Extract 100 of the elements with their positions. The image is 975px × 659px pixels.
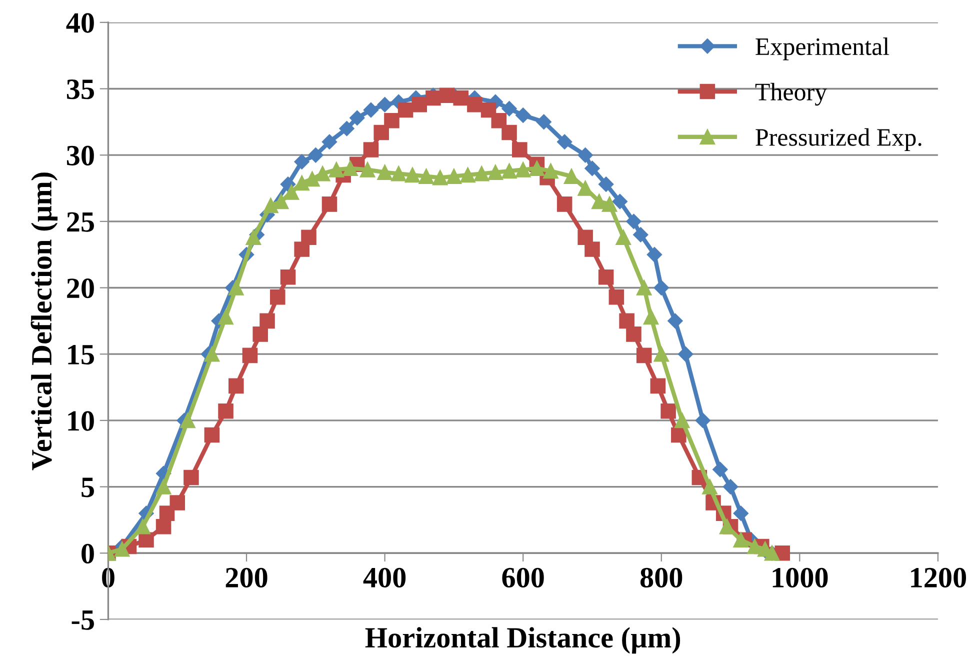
point (616, 230, 631, 245)
point (515, 162, 531, 178)
point (204, 346, 220, 362)
y-tick-label: 40 (66, 13, 94, 33)
point (314, 166, 330, 182)
point (556, 196, 572, 212)
point (502, 101, 517, 116)
point (294, 154, 310, 170)
point (114, 542, 130, 557)
point (654, 280, 669, 296)
point (218, 309, 234, 325)
point (260, 313, 275, 329)
legend-label: Experimental (756, 38, 890, 60)
point (488, 164, 504, 180)
point (633, 227, 648, 242)
point (252, 326, 268, 342)
point (398, 102, 414, 118)
y-tick-label: 15 (68, 344, 94, 365)
point (467, 97, 482, 112)
y-tick-label: 30 (66, 146, 94, 166)
point (543, 163, 558, 179)
point (273, 194, 289, 210)
point (322, 196, 338, 212)
point (598, 176, 614, 192)
point (342, 160, 358, 176)
point (377, 164, 392, 180)
x-tick-label: 600 (502, 568, 544, 588)
x-tick-label: 1200 (911, 568, 966, 588)
y-tick-label: 35 (66, 80, 94, 100)
point (460, 167, 476, 183)
point (722, 479, 738, 494)
point (491, 112, 507, 128)
point (184, 470, 199, 486)
point (159, 506, 175, 521)
point (654, 346, 670, 362)
point (246, 230, 262, 245)
point (502, 163, 517, 179)
point (564, 168, 580, 184)
point (747, 538, 762, 554)
point (360, 162, 376, 178)
x-axis-title: Horizontal Distance (µm) (365, 627, 680, 654)
point (584, 242, 600, 257)
point (592, 194, 607, 210)
point (578, 148, 593, 163)
point (218, 404, 234, 419)
point (453, 90, 468, 106)
point (170, 495, 186, 510)
point (270, 289, 286, 305)
point (439, 88, 455, 104)
point (180, 412, 196, 428)
point (432, 170, 448, 186)
point (308, 148, 324, 163)
y-axis-title: Vertical Deflection (µm) (30, 172, 58, 470)
x-tick-label: 400 (363, 568, 406, 588)
x-tick-label: 800 (640, 568, 682, 588)
point (619, 313, 634, 329)
point (557, 134, 572, 150)
point (668, 313, 683, 329)
point (674, 412, 690, 428)
point (598, 270, 614, 285)
point (695, 412, 710, 428)
point (322, 134, 338, 150)
point (377, 97, 392, 112)
legend-label: Pressurized Exp. (756, 128, 922, 151)
point (390, 166, 406, 182)
point (636, 348, 652, 364)
point (138, 532, 154, 548)
point (446, 168, 462, 184)
point (678, 346, 694, 362)
point (646, 247, 662, 262)
y-tick-label: 20 (67, 278, 94, 298)
point (643, 309, 659, 325)
point (280, 270, 296, 285)
point (660, 404, 676, 419)
point (733, 506, 748, 521)
point (536, 114, 552, 130)
point (339, 120, 354, 136)
point (671, 427, 686, 443)
point (350, 110, 365, 126)
point (384, 112, 400, 128)
point (719, 518, 735, 534)
point (474, 166, 490, 182)
point (502, 124, 517, 140)
point (374, 124, 389, 140)
point (602, 196, 618, 212)
point (650, 378, 666, 394)
point (294, 175, 310, 191)
point (626, 214, 642, 229)
x-tick-label: 0 (102, 568, 114, 588)
point (418, 168, 434, 184)
point (204, 427, 220, 443)
point (608, 289, 624, 305)
point (512, 142, 528, 158)
point (636, 280, 652, 296)
point (426, 90, 441, 106)
point (578, 180, 593, 196)
point (301, 230, 316, 245)
point (404, 167, 420, 183)
y-tick-label: 10 (68, 411, 94, 431)
point (228, 280, 244, 296)
